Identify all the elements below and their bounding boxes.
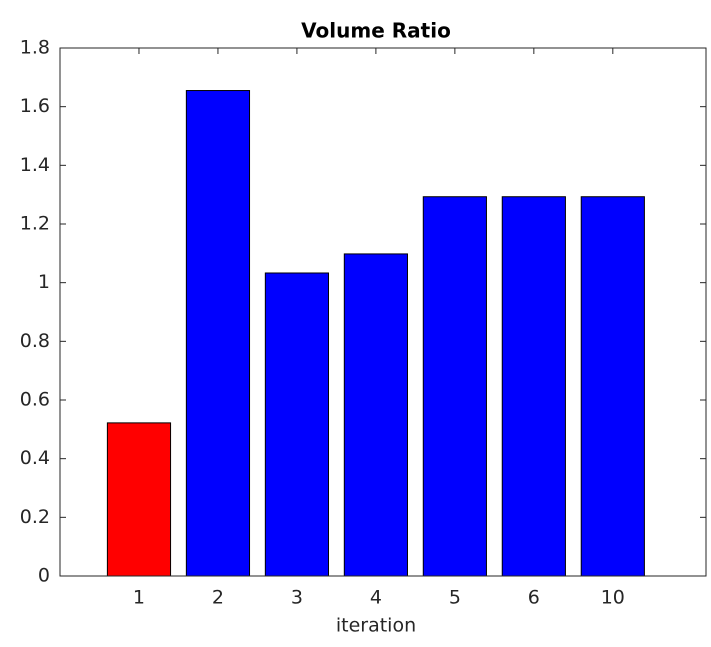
bar xyxy=(185,90,251,577)
x-tick-label: 6 xyxy=(528,587,540,609)
y-tick-label: 1 xyxy=(38,271,50,293)
bar xyxy=(343,253,408,577)
y-tick-label: 0.2 xyxy=(20,506,50,528)
y-tick-label: 0.4 xyxy=(20,447,50,469)
bar xyxy=(422,196,487,577)
x-tick-label: 10 xyxy=(601,587,625,609)
x-tick-label: 2 xyxy=(212,587,224,609)
y-tick-label: 1.8 xyxy=(20,37,50,59)
bar xyxy=(106,422,172,577)
chart-title: Volume Ratio xyxy=(301,19,451,43)
y-tick-label: 1.4 xyxy=(20,154,50,176)
y-tick-label: 0 xyxy=(38,565,50,587)
y-tick-label: 0.8 xyxy=(20,330,50,352)
y-tick-label: 0.6 xyxy=(20,389,50,411)
x-tick-label: 5 xyxy=(449,587,461,609)
bar xyxy=(264,272,330,577)
x-tick-label: 1 xyxy=(133,587,145,609)
x-tick-label: 3 xyxy=(291,587,303,609)
axes-box xyxy=(59,47,707,577)
y-tick-label: 1.2 xyxy=(20,213,50,235)
bar xyxy=(580,196,645,577)
x-tick-label: 4 xyxy=(370,587,382,609)
bar xyxy=(501,196,566,577)
x-axis-label: iteration xyxy=(336,615,416,637)
y-tick-label: 1.6 xyxy=(20,95,50,117)
